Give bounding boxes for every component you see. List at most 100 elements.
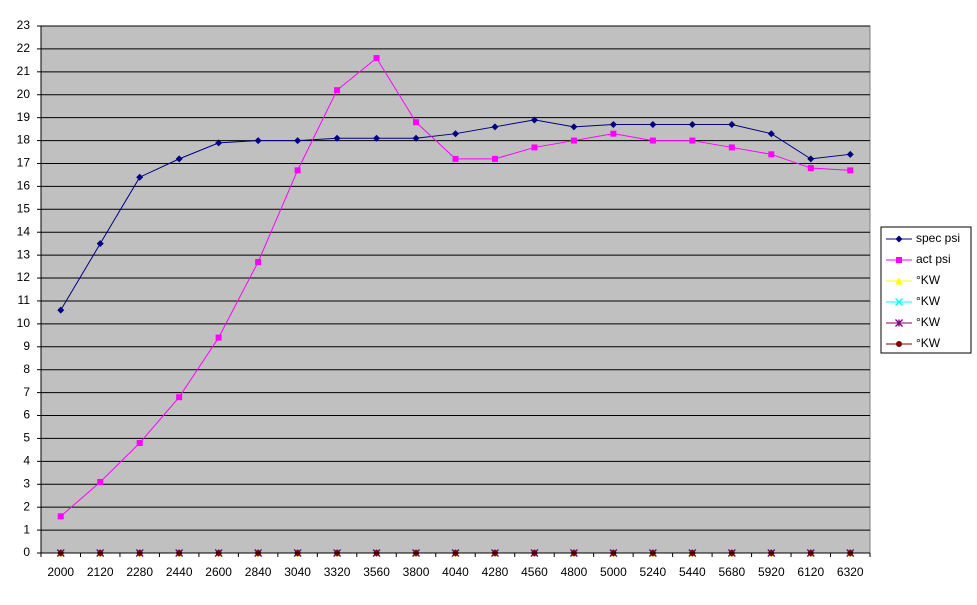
marker [373,55,380,62]
marker [728,121,736,129]
x-tick-label: 5440 [679,565,706,579]
marker [767,130,775,138]
marker [136,173,144,181]
marker [896,341,902,347]
plot-area [40,25,871,554]
y-tick-label: 3 [23,476,30,490]
marker [846,150,854,158]
marker [333,134,341,142]
legend-label: spec psi [916,231,960,245]
marker [57,306,65,314]
x-tick-label: 2000 [47,565,74,579]
marker [649,137,656,144]
marker [570,137,577,144]
marker [530,116,538,124]
y-tick-label: 17 [17,156,31,170]
y-tick-label: 22 [17,41,31,55]
marker [491,155,498,162]
marker [807,155,815,163]
marker [895,298,903,306]
y-tick-label: 6 [23,408,30,422]
marker [254,137,262,145]
y-tick-label: 1 [23,522,30,536]
x-tick-label: 6320 [837,565,864,579]
legend-label: °KW [916,315,941,329]
x-tick-label: 2280 [126,565,153,579]
marker [847,167,854,174]
marker [491,123,499,131]
marker [373,134,381,142]
marker [175,155,183,163]
marker [609,121,617,129]
marker [896,257,902,263]
marker [610,130,617,137]
y-tick-label: 7 [23,385,30,399]
y-tick-label: 4 [23,454,30,468]
marker [57,513,64,520]
marker [176,394,183,401]
y-tick-label: 21 [17,64,31,78]
x-tick-label: 5680 [718,565,745,579]
marker [255,259,262,266]
marker [895,235,903,243]
x-tick-label: 5240 [640,565,667,579]
y-tick-label: 9 [23,339,30,353]
marker [895,277,903,285]
marker [136,440,143,447]
marker [452,155,459,162]
marker [452,130,459,138]
y-tick-label: 15 [17,201,31,215]
marker [97,478,104,485]
marker [294,167,301,174]
marker [334,87,341,94]
y-tick-label: 19 [17,110,31,124]
x-tick-label: 2840 [245,565,272,579]
y-tick-label: 18 [17,133,31,147]
x-tick-label: 4560 [521,565,548,579]
y-tick-label: 12 [17,270,31,284]
y-tick-label: 13 [17,247,31,261]
marker [413,119,420,126]
y-tick-label: 0 [23,545,30,559]
x-tick-label: 3320 [324,565,351,579]
y-tick-label: 23 [17,18,31,32]
x-tick-label: 3040 [284,565,311,579]
x-tick-label: 2120 [87,565,114,579]
legend-label: °KW [916,336,941,350]
marker [215,139,223,147]
y-tick-label: 11 [18,293,31,307]
marker [807,165,814,172]
x-tick-label: 2440 [166,565,193,579]
marker [895,319,903,327]
x-tick-label: 3800 [403,565,430,579]
marker [728,144,735,151]
x-tick-label: 4040 [442,565,469,579]
marker [294,137,302,145]
y-tick-label: 10 [17,316,31,330]
y-tick-label: 2 [23,499,30,513]
x-tick-label: 5000 [600,565,627,579]
x-tick-label: 5920 [758,565,785,579]
legend-label: °KW [916,294,941,308]
x-tick-label: 2600 [205,565,232,579]
marker [649,121,657,129]
marker [689,137,696,144]
marker [96,240,104,248]
y-tick-label: 5 [23,431,30,445]
marker [215,334,222,341]
y-tick-label: 8 [23,362,30,376]
marker [768,151,775,158]
marker [412,134,420,142]
x-tick-label: 3560 [363,565,390,579]
marker [531,144,538,151]
x-tick-label: 6120 [797,565,824,579]
y-tick-label: 20 [17,87,31,101]
y-tick-label: 16 [17,179,31,193]
legend-label: °KW [916,273,941,287]
y-tick-label: 14 [17,224,31,238]
marker [688,121,696,129]
marker [570,123,578,131]
x-tick-label: 4280 [482,565,509,579]
legend [880,226,972,354]
